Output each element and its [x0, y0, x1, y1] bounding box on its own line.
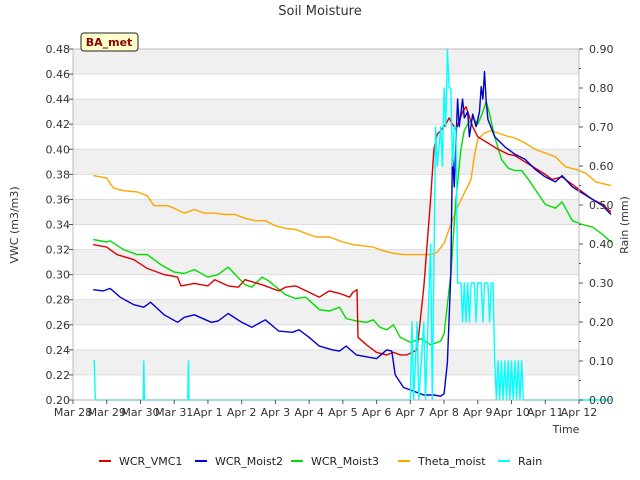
y-tick-label: 0.44	[46, 93, 71, 106]
legend-label: Theta_moist	[417, 455, 486, 468]
y2-tick-label: 0.50	[589, 199, 614, 212]
x-tick-label: Apr 9	[463, 406, 493, 419]
y2-tick-label: 0.80	[589, 82, 614, 95]
x-tick-label: Mar 31	[155, 406, 193, 419]
series-line-wcr-vmc1	[93, 106, 612, 356]
grid-band	[73, 174, 579, 200]
x-tick-label: Apr 2	[227, 406, 257, 419]
legend-label: WCR_Moist2	[215, 455, 283, 468]
y2-tick-label: 0.30	[589, 277, 614, 290]
grid-band	[73, 74, 579, 100]
x-tick-label: Mar 28	[54, 406, 92, 419]
grid-band	[73, 299, 579, 325]
series-line-theta-moist	[93, 129, 612, 256]
grid-band	[73, 49, 579, 75]
y-tick-label: 0.34	[46, 219, 71, 232]
x-tick-label: Apr 7	[396, 406, 426, 419]
y-tick-label: 0.48	[46, 43, 71, 56]
grid-band	[73, 249, 579, 275]
grid-band	[73, 99, 579, 125]
y2-tick-label: 0.20	[589, 316, 614, 329]
y-tick-label: 0.38	[46, 168, 71, 181]
site-label-box: BA_met	[80, 32, 139, 52]
y2-tick-label: 0.40	[589, 238, 614, 251]
x-axis-title: Time	[552, 423, 580, 436]
y-tick-label: 0.24	[46, 344, 71, 357]
chart-title: Soil Moisture	[278, 4, 362, 19]
y-tick-label: 0.46	[46, 68, 71, 81]
x-tick-label: Apr 6	[362, 406, 392, 419]
legend: WCR_VMC1 WCR_Moist2 WCR_Moist3 Theta_moist R…	[99, 455, 542, 468]
grid-band	[73, 349, 579, 375]
y-axis-title: VWC (m3/m3)	[8, 186, 21, 263]
y2-tick-label: 0.70	[589, 121, 614, 134]
site-label: BA_met	[86, 36, 133, 49]
x-tick-label: Apr 4	[294, 406, 324, 419]
y2-tick-label: 0.10	[589, 355, 614, 368]
legend-label: WCR_VMC1	[119, 455, 182, 468]
x-tick-label: Apr 5	[328, 406, 358, 419]
series-line-wcr-moist2	[93, 70, 612, 397]
grid-band	[73, 324, 579, 350]
grid-band	[73, 274, 579, 300]
series-line-wcr-moist3	[93, 100, 612, 346]
x-tick-label: Apr 11	[527, 406, 564, 419]
x-tick-label: Apr 8	[429, 406, 459, 419]
y-tick-label: 0.40	[46, 143, 71, 156]
x-tick-label: Mar 29	[88, 406, 126, 419]
y2-tick-label: 0.60	[589, 160, 614, 173]
y2-tick-label: 0.00	[589, 394, 614, 407]
y2-tick-label: 0.90	[589, 43, 614, 56]
legend-label: WCR_Moist3	[311, 455, 379, 468]
y-tick-label: 0.26	[46, 319, 71, 332]
y-tick-label: 0.22	[46, 369, 71, 382]
y-tick-label: 0.36	[46, 193, 71, 206]
y-tick-label: 0.32	[46, 244, 71, 257]
legend-label: Rain	[518, 455, 542, 468]
grid-band	[73, 374, 579, 400]
x-tick-label: Apr 1	[193, 406, 223, 419]
y-tick-label: 0.20	[46, 394, 71, 407]
x-tick-label: Mar 30	[121, 406, 159, 419]
grid-band	[73, 149, 579, 175]
grid-band	[73, 199, 579, 225]
x-tick-label: Apr 3	[261, 406, 291, 419]
y-tick-label: 0.42	[46, 118, 71, 131]
y2-axis-title: Rain (mm)	[618, 196, 631, 254]
x-tick-label: Apr 12	[561, 406, 598, 419]
y-tick-label: 0.30	[46, 269, 71, 282]
y-tick-label: 0.28	[46, 294, 71, 307]
x-tick-label: Apr 10	[493, 406, 530, 419]
